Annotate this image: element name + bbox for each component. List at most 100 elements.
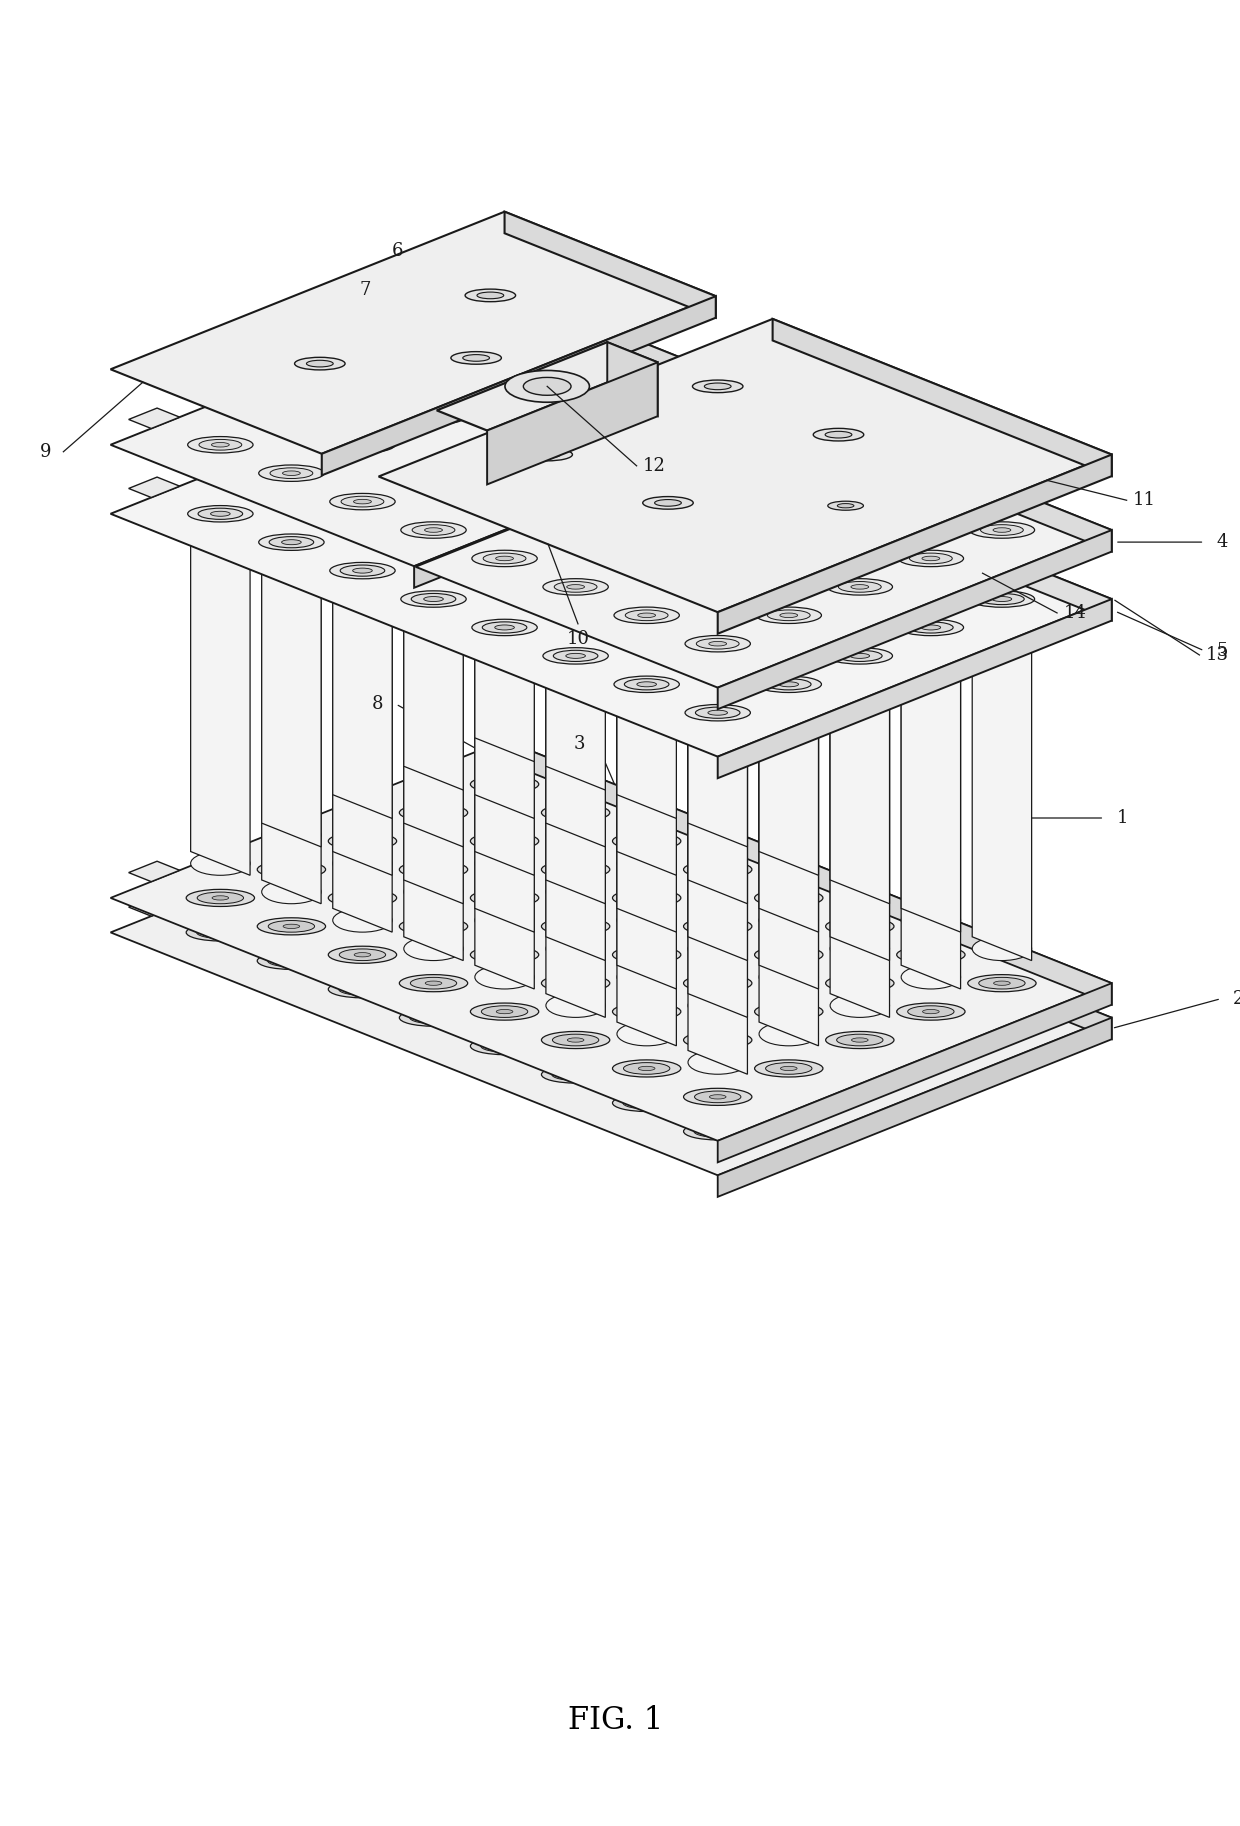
Ellipse shape — [339, 869, 386, 882]
Ellipse shape — [709, 471, 727, 475]
Ellipse shape — [694, 1034, 740, 1046]
Ellipse shape — [684, 409, 750, 425]
Polygon shape — [413, 782, 464, 802]
Ellipse shape — [684, 477, 750, 493]
Ellipse shape — [481, 1006, 528, 1017]
Ellipse shape — [978, 977, 1025, 990]
Polygon shape — [718, 599, 1112, 778]
Ellipse shape — [618, 683, 676, 707]
Ellipse shape — [842, 546, 878, 561]
Polygon shape — [688, 484, 748, 847]
Ellipse shape — [709, 415, 727, 418]
Ellipse shape — [826, 1066, 894, 1083]
Ellipse shape — [332, 570, 392, 593]
Ellipse shape — [624, 1063, 670, 1074]
Ellipse shape — [281, 482, 301, 488]
Ellipse shape — [470, 889, 538, 906]
Ellipse shape — [542, 975, 610, 992]
Ellipse shape — [970, 592, 1034, 608]
Ellipse shape — [908, 950, 954, 960]
Ellipse shape — [765, 893, 812, 904]
Ellipse shape — [849, 654, 869, 659]
Ellipse shape — [269, 537, 314, 548]
Ellipse shape — [470, 1037, 538, 1055]
Ellipse shape — [401, 466, 466, 482]
Polygon shape — [718, 1017, 1112, 1196]
Ellipse shape — [684, 466, 750, 482]
Ellipse shape — [425, 550, 441, 557]
Ellipse shape — [482, 623, 527, 634]
Ellipse shape — [755, 924, 823, 940]
Ellipse shape — [639, 520, 655, 528]
Ellipse shape — [970, 522, 1034, 539]
Ellipse shape — [410, 920, 456, 931]
Ellipse shape — [923, 498, 940, 504]
Ellipse shape — [694, 977, 740, 990]
Polygon shape — [200, 833, 250, 853]
Ellipse shape — [901, 570, 961, 593]
Polygon shape — [342, 776, 393, 796]
Ellipse shape — [355, 464, 371, 471]
Polygon shape — [270, 351, 321, 373]
Polygon shape — [830, 597, 889, 960]
Ellipse shape — [625, 623, 668, 634]
Ellipse shape — [828, 500, 863, 509]
Ellipse shape — [842, 603, 878, 617]
Ellipse shape — [830, 656, 889, 679]
Ellipse shape — [614, 550, 680, 566]
Ellipse shape — [827, 648, 893, 665]
Polygon shape — [718, 455, 1112, 634]
Ellipse shape — [614, 380, 680, 396]
Ellipse shape — [709, 1096, 727, 1099]
Polygon shape — [200, 380, 250, 400]
Text: 12: 12 — [644, 456, 666, 475]
Ellipse shape — [496, 838, 513, 844]
Polygon shape — [436, 341, 657, 431]
Ellipse shape — [849, 597, 869, 601]
Ellipse shape — [472, 393, 537, 409]
Ellipse shape — [341, 440, 384, 451]
Ellipse shape — [993, 606, 1011, 614]
Polygon shape — [129, 897, 180, 917]
Ellipse shape — [613, 889, 681, 906]
Ellipse shape — [401, 420, 466, 436]
Ellipse shape — [709, 1128, 727, 1134]
Ellipse shape — [470, 946, 538, 964]
Ellipse shape — [546, 880, 605, 904]
Ellipse shape — [837, 920, 883, 931]
Ellipse shape — [268, 864, 315, 875]
Ellipse shape — [212, 897, 228, 900]
Ellipse shape — [567, 358, 584, 362]
Ellipse shape — [496, 498, 513, 504]
Polygon shape — [487, 362, 657, 484]
Ellipse shape — [771, 573, 806, 588]
Ellipse shape — [629, 573, 665, 588]
Polygon shape — [475, 626, 534, 990]
Ellipse shape — [329, 981, 397, 997]
Ellipse shape — [404, 484, 464, 508]
Ellipse shape — [765, 1006, 812, 1017]
Ellipse shape — [613, 867, 681, 884]
Ellipse shape — [697, 524, 739, 535]
Ellipse shape — [568, 493, 584, 498]
Ellipse shape — [399, 975, 467, 992]
Ellipse shape — [542, 953, 610, 970]
Ellipse shape — [781, 520, 797, 528]
Ellipse shape — [683, 918, 751, 935]
Ellipse shape — [554, 411, 596, 422]
Ellipse shape — [257, 895, 326, 913]
Polygon shape — [270, 420, 321, 440]
Ellipse shape — [614, 562, 680, 579]
Ellipse shape — [837, 593, 882, 604]
Ellipse shape — [755, 1094, 823, 1112]
Ellipse shape — [755, 889, 823, 906]
Ellipse shape — [542, 860, 610, 878]
Ellipse shape — [813, 429, 864, 440]
Ellipse shape — [543, 533, 609, 550]
Ellipse shape — [827, 533, 893, 550]
Ellipse shape — [709, 719, 725, 727]
Ellipse shape — [755, 1002, 823, 1021]
Text: 2: 2 — [1234, 990, 1240, 1008]
Ellipse shape — [546, 656, 605, 679]
Ellipse shape — [694, 864, 740, 875]
